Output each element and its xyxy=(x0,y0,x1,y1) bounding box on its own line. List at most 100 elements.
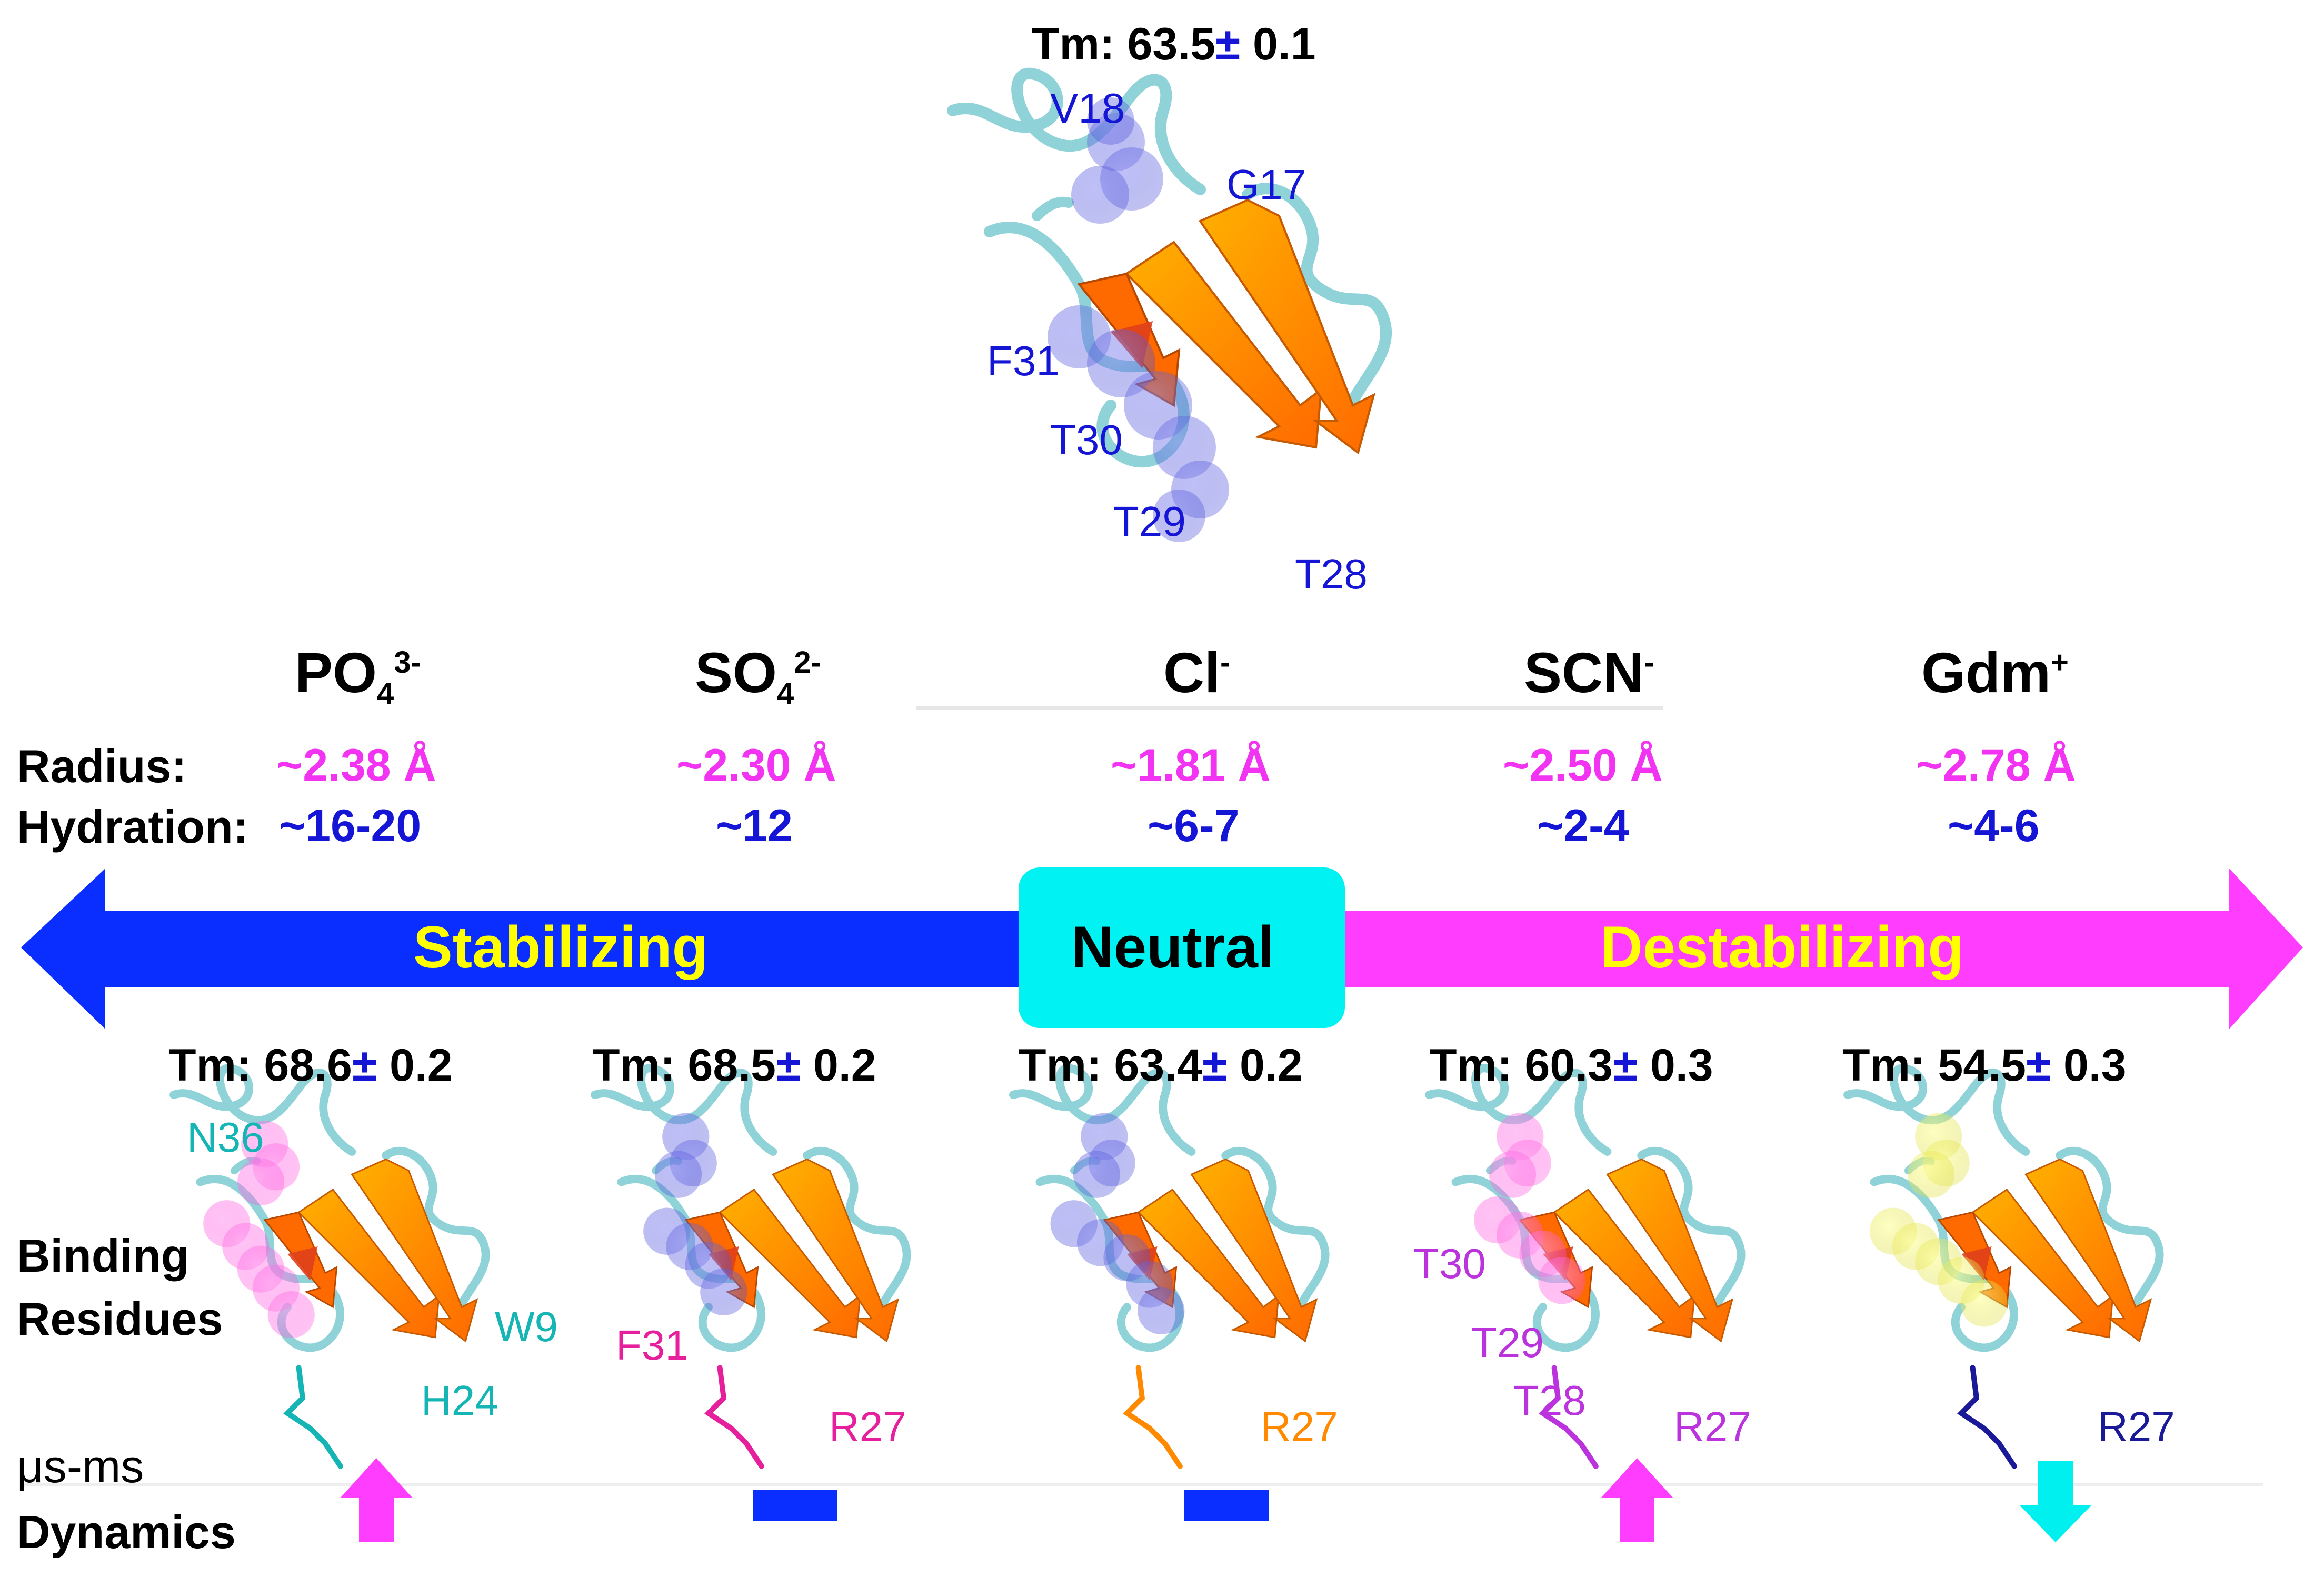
top-residue-t30: T30 xyxy=(1050,416,1123,463)
stabilizing-arrow xyxy=(21,869,1053,1029)
top-residue-t29: T29 xyxy=(1113,498,1186,545)
hydration-po4: ~16-20 xyxy=(279,801,422,851)
hydration-gdm: ~4-6 xyxy=(1948,801,2040,851)
binding-sphere-0-2 xyxy=(237,1158,285,1206)
tm-po4-value: 68.6 xyxy=(264,1040,352,1091)
res-scn-r27: R27 xyxy=(1674,1403,1751,1450)
tm-gdm-error: 0.3 xyxy=(2063,1040,2127,1091)
ion-po4-base: PO xyxy=(295,641,377,704)
dynamics-marker-down-4 xyxy=(2020,1461,2091,1542)
radius-po4: ~2.38 Å xyxy=(276,740,436,791)
top-residue-g17: G17 xyxy=(1226,161,1306,208)
radius-so4: ~2.30 Å xyxy=(676,740,836,791)
tm-gdm-pm: ± xyxy=(2026,1040,2051,1091)
tm-scn: Tm: 60.3± 0.3 xyxy=(1429,1040,1713,1092)
destabilizing-arrow xyxy=(1337,869,2303,1029)
tm-cl-error: 0.2 xyxy=(1240,1040,1303,1091)
top-tm-pm: ± xyxy=(1215,19,1241,69)
ion-po4-sub: 4 xyxy=(377,676,394,711)
side-chain-3 xyxy=(1539,1365,1599,1469)
stabilizing-label: Stabilizing xyxy=(413,914,708,980)
ion-gdm-sup: + xyxy=(2051,645,2069,680)
tm-gdm-value: 54.5 xyxy=(1938,1040,2026,1091)
binding-row-label-2: Residues xyxy=(17,1293,223,1345)
ion-cl: Cl- xyxy=(1163,640,1230,705)
res-cl-r27: R27 xyxy=(1261,1403,1338,1450)
tm-scn-error: 0.3 xyxy=(1650,1040,1713,1091)
top-residue-t28: T28 xyxy=(1295,551,1368,597)
dynamics-row-label-1: μs-ms xyxy=(17,1440,144,1492)
neutral-box xyxy=(1019,867,1345,1028)
radius-scn: ~2.50 Å xyxy=(1503,740,1663,791)
tm-scn-prefix: Tm: xyxy=(1429,1040,1512,1091)
dynamics-marker-flat-1 xyxy=(753,1490,837,1521)
tm-so4-value: 68.5 xyxy=(687,1040,776,1091)
binding-sphere-2-2 xyxy=(1073,1151,1121,1198)
dynamics-markers xyxy=(341,1458,2091,1542)
hydration-scn: ~2-4 xyxy=(1537,801,1629,851)
protein-ribbon-1 xyxy=(595,1068,907,1348)
neutral-label: Neutral xyxy=(1071,914,1274,980)
ion-gdm-base: Gdm xyxy=(1921,641,2051,704)
top-tm-value: 63.5 xyxy=(1127,19,1215,69)
protein-structure-4 xyxy=(1848,1068,2160,1469)
binding-sphere-4-2 xyxy=(1907,1151,1955,1198)
binding-sphere-1-6 xyxy=(700,1268,747,1316)
res-gdm-r27: R27 xyxy=(2098,1403,2175,1450)
tm-gdm-prefix: Tm: xyxy=(1842,1040,1926,1091)
tm-so4: Tm: 68.5± 0.2 xyxy=(592,1040,876,1092)
radius-row-label: Radius: xyxy=(17,740,187,792)
ion-scn: SCN- xyxy=(1524,640,1654,705)
binding-row-label-1: Binding xyxy=(17,1230,189,1282)
tm-so4-prefix: Tm: xyxy=(592,1040,675,1091)
res-so4-r27: R27 xyxy=(829,1403,906,1450)
hydration-cl: ~6-7 xyxy=(1148,801,1240,851)
top-residue-f31: F31 xyxy=(987,337,1060,384)
side-chain-1 xyxy=(704,1365,764,1469)
protein-structure-3 xyxy=(1429,1068,1741,1469)
top-tm-prefix: Tm: xyxy=(1032,19,1115,69)
ion-so4-sub: 4 xyxy=(777,676,794,711)
tm-po4-prefix: Tm: xyxy=(168,1040,252,1091)
side-chain-0 xyxy=(283,1365,343,1469)
binding-sphere-2-7 xyxy=(1138,1287,1185,1335)
protein-structure-2 xyxy=(1013,1068,1325,1469)
stability-arrow xyxy=(21,867,2303,1029)
binding-sphere-3-6 xyxy=(1538,1257,1585,1304)
dynamics-marker-up-0 xyxy=(341,1458,412,1542)
binding-sphere-0-7 xyxy=(267,1291,315,1339)
binding-sphere-4-7 xyxy=(1960,1280,2008,1327)
bottom-protein-structures xyxy=(174,1068,2160,1469)
binding-sphere-1-2 xyxy=(654,1151,702,1198)
res-scn-t29: T29 xyxy=(1471,1319,1544,1366)
ion-po4: PO43- xyxy=(295,640,421,712)
hydration-so4: ~12 xyxy=(716,801,793,851)
tm-scn-pm: ± xyxy=(1612,1040,1638,1091)
tm-so4-error: 0.2 xyxy=(813,1040,876,1091)
res-po4-n36: N36 xyxy=(187,1114,264,1161)
ion-so4: SO42- xyxy=(695,640,821,712)
res-so4-f31: F31 xyxy=(616,1322,689,1369)
tm-so4-pm: ± xyxy=(775,1040,801,1091)
ion-cl-sup: - xyxy=(1220,645,1231,680)
dynamics-marker-flat-2 xyxy=(1184,1490,1269,1521)
tm-po4: Tm: 68.6± 0.2 xyxy=(168,1040,453,1092)
tm-cl-prefix: Tm: xyxy=(1019,1040,1102,1091)
top-protein-structure xyxy=(953,74,1386,542)
binding-sphere-3-2 xyxy=(1489,1151,1537,1198)
res-scn-t30: T30 xyxy=(1413,1240,1486,1287)
ion-scn-base: SCN xyxy=(1524,641,1644,704)
res-po4-h24: H24 xyxy=(421,1377,498,1424)
tm-scn-value: 60.3 xyxy=(1524,1040,1613,1091)
tm-po4-error: 0.2 xyxy=(390,1040,453,1091)
tm-cl: Tm: 63.4± 0.2 xyxy=(1019,1040,1303,1092)
radius-gdm: ~2.78 Å xyxy=(1916,740,2076,791)
destabilizing-label: Destabilizing xyxy=(1600,914,1964,980)
radius-cl: ~1.81 Å xyxy=(1111,740,1271,791)
protein-ribbon-3 xyxy=(1429,1068,1741,1348)
hydration-row-label: Hydration: xyxy=(17,801,248,853)
protein-structure-0 xyxy=(174,1068,486,1469)
top-binding-spheres xyxy=(1048,97,1229,542)
ion-so4-sup: 2- xyxy=(794,645,821,680)
